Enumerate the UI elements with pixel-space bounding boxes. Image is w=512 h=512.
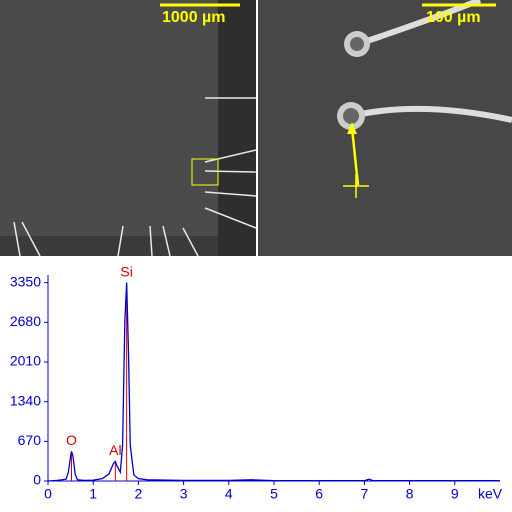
arrow-head [347,122,357,134]
x-tick-label: 3 [180,486,188,502]
sem-image-left [0,0,256,256]
x-tick-label: 5 [270,486,278,502]
x-axis-label: keV [478,486,503,502]
y-tick-label: 0 [33,472,41,488]
peak-label: O [66,432,77,448]
peak-label: Al [109,442,121,458]
x-tick-label: 0 [44,486,52,502]
y-tick-label: 3350 [10,273,41,289]
y-tick-label: 670 [18,432,42,448]
scale-label: 1000 µm [162,9,225,26]
sem-image-right [258,0,512,256]
spectrum-line [47,282,500,482]
chip-edge [0,236,218,256]
scale-label: 100 µm [426,9,481,26]
x-tick-label: 7 [361,486,369,502]
x-tick-label: 8 [406,486,414,502]
spectrum-chart: 0 670 1340 2010 2680 3350 0 1 2 3 4 5 6 7 8 9 keV O Al Si [10,263,503,501]
wires [13,97,257,257]
y-tick-label: 2010 [10,353,41,369]
peak-label: Si [120,263,132,279]
chip-edge [218,0,256,256]
x-tick-label: 9 [451,486,459,502]
y-tick-label: 2680 [10,313,41,329]
x-tick-label: 1 [89,486,97,502]
crosshair [343,174,369,198]
arrow [350,127,360,186]
zoom-box [191,158,219,186]
y-tick-label: 1340 [10,392,41,408]
bond-wires [337,0,512,130]
x-tick-label: 6 [315,486,323,502]
x-tick-label: 2 [135,486,143,502]
x-tick-label: 4 [225,486,233,502]
